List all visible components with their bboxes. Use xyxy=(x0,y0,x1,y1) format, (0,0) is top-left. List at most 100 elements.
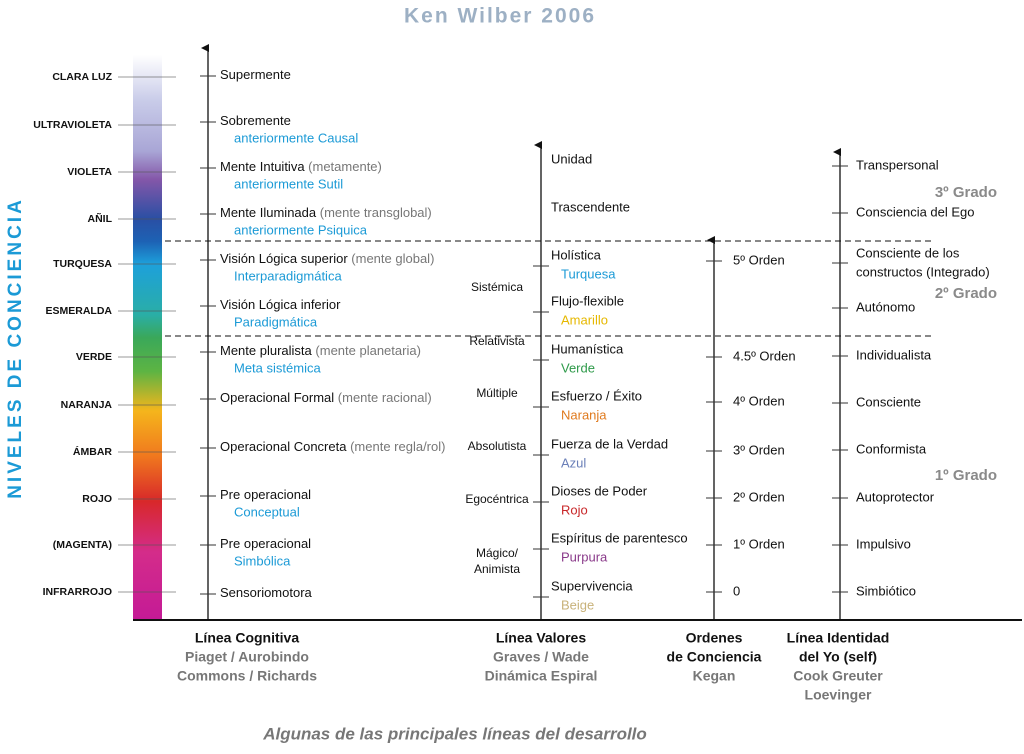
vertical-label: NIVELES DE CONCIENCIA xyxy=(5,197,26,499)
value-item: Espíritus de parentesco xyxy=(551,530,688,545)
cognitive-item: Visión Lógica superior (mente global) xyxy=(220,251,434,266)
identity-item: Conformista xyxy=(856,441,927,456)
footer-text: Piaget / Aurobindo xyxy=(185,649,309,665)
cognitive-item: Supermente xyxy=(220,67,291,82)
item-text: Sensoriomotora xyxy=(220,585,313,600)
value-item: Fuerza de la Verdad xyxy=(551,436,668,451)
level-label: CLARA LUZ xyxy=(52,71,112,83)
value-item: Supervivencia xyxy=(551,578,633,593)
title: Ken Wilber 2006 xyxy=(404,5,596,28)
footer-text: Graves / Wade xyxy=(493,649,589,665)
level-label: ULTRAVIOLETA xyxy=(33,119,112,131)
item-text: Mente pluralista xyxy=(220,343,313,358)
value-group: Múltiple xyxy=(476,386,518,400)
value-item: Dioses de Poder xyxy=(551,483,648,498)
level-label: INFRARROJO xyxy=(43,586,112,598)
value-group: Animista xyxy=(474,562,520,576)
value-group: Mágico/ xyxy=(476,546,519,560)
footer-text: Línea Identidad xyxy=(787,630,890,646)
item-sub: anteriormente Psiquica xyxy=(234,222,368,237)
level-label: TURQUESA xyxy=(53,258,112,270)
cognitive-item: Sensoriomotora xyxy=(220,585,313,600)
order-item: 0 xyxy=(733,583,740,598)
footer-text: Línea Valores xyxy=(496,630,586,646)
value-sub: Beige xyxy=(561,597,594,612)
caption: Algunas de las principales líneas del de… xyxy=(262,724,647,743)
item-note: (metamente) xyxy=(308,159,382,174)
cognitive-item: Mente Iluminada (mente transglobal) xyxy=(220,205,432,220)
value-item: Unidad xyxy=(551,151,592,166)
item-note: (mente regla/rol) xyxy=(350,439,445,454)
footer-text: Dinámica Espiral xyxy=(485,668,598,684)
identity-item: Individualista xyxy=(856,347,932,362)
cognitive-item: Operacional Formal (mente racional) xyxy=(220,390,432,405)
footer-text: Ordenes xyxy=(686,630,743,646)
item-note: (mente transglobal) xyxy=(320,205,432,220)
value-item: Trascendente xyxy=(551,199,630,214)
item-text: Mente Iluminada xyxy=(220,205,317,220)
cognitive-item: Visión Lógica inferior xyxy=(220,297,341,312)
level-label: VIOLETA xyxy=(67,166,112,178)
order-item: 2º Orden xyxy=(733,489,785,504)
item-text: Visión Lógica inferior xyxy=(220,297,341,312)
level-label: VERDE xyxy=(76,351,112,363)
value-sub: Naranja xyxy=(561,407,607,422)
level-label: ROJO xyxy=(82,493,112,505)
identity-item: Simbiótico xyxy=(856,583,916,598)
value-item: Humanística xyxy=(551,341,624,356)
level-label: (MAGENTA) xyxy=(53,539,112,551)
footer-text: Loevinger xyxy=(805,687,872,703)
value-sub: Amarillo xyxy=(561,312,608,327)
item-sub: anteriormente Sutil xyxy=(234,176,343,191)
level-label: ESMERALDA xyxy=(45,305,112,317)
item-text: Visión Lógica superior xyxy=(220,251,348,266)
item-text: Pre operacional xyxy=(220,487,311,502)
value-item: Holística xyxy=(551,247,602,262)
identity-item: Autoprotector xyxy=(856,489,935,504)
identity-item: Autónomo xyxy=(856,299,915,314)
order-item: 4º Orden xyxy=(733,393,785,408)
identity-item: Impulsivo xyxy=(856,536,911,551)
identity-item: Consciente de los xyxy=(856,245,960,260)
identity-item: constructos (Integrado) xyxy=(856,264,990,279)
value-group: Egocéntrica xyxy=(465,492,529,506)
order-item: 3º Orden xyxy=(733,442,785,457)
value-sub: Azul xyxy=(561,455,586,470)
value-item: Flujo-flexible xyxy=(551,293,624,308)
value-sub: Rojo xyxy=(561,502,588,517)
cognitive-item: Operacional Concreta (mente regla/rol) xyxy=(220,439,445,454)
identity-item: Consciencia del Ego xyxy=(856,204,975,219)
identity-item: Consciente xyxy=(856,394,921,409)
item-text: Operacional Formal xyxy=(220,390,334,405)
value-group: Absolutista xyxy=(468,439,527,453)
footer-text: del Yo (self) xyxy=(799,649,877,665)
cognitive-item: Mente pluralista (mente planetaria) xyxy=(220,343,421,358)
item-sub: Simbólica xyxy=(234,553,291,568)
footer-text: de Conciencia xyxy=(667,649,762,665)
value-item: Esfuerzo / Éxito xyxy=(551,388,642,403)
value-group: Relativista xyxy=(469,334,525,348)
item-sub: Meta sistémica xyxy=(234,360,321,375)
cognitive-item: Mente Intuitiva (metamente) xyxy=(220,159,382,174)
grado: 3º Grado xyxy=(935,184,997,201)
order-item: 4.5º Orden xyxy=(733,348,796,363)
level-label: AÑIL xyxy=(88,212,113,225)
item-text: Supermente xyxy=(220,67,291,82)
footer-text: Kegan xyxy=(693,668,736,684)
value-group: Sistémica xyxy=(471,280,523,294)
cognitive-item: Sobremente xyxy=(220,113,291,128)
level-label: NARANJA xyxy=(61,399,113,411)
footer-text: Línea Cognitiva xyxy=(195,630,299,646)
grado: 2º Grado xyxy=(935,285,997,302)
order-item: 5º Orden xyxy=(733,252,785,267)
item-note: (mente racional) xyxy=(338,390,432,405)
item-text: Mente Intuitiva xyxy=(220,159,305,174)
value-sub: Turquesa xyxy=(561,266,616,281)
item-text: Operacional Concreta xyxy=(220,439,347,454)
item-text: Sobremente xyxy=(220,113,291,128)
order-item: 1º Orden xyxy=(733,536,785,551)
item-sub: Paradigmática xyxy=(234,314,318,329)
item-sub: Conceptual xyxy=(234,504,300,519)
item-sub: Interparadigmática xyxy=(234,268,342,283)
